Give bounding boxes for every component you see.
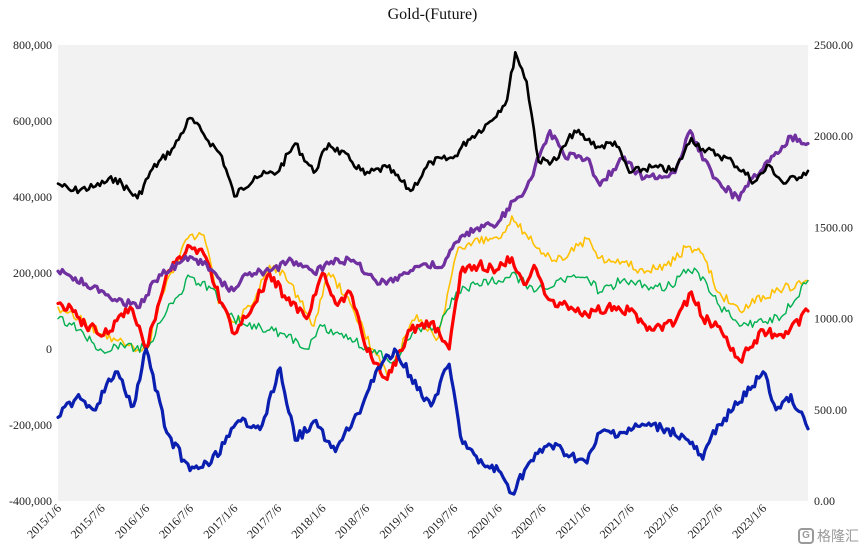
x-tick-label: 2020/7/6: [509, 501, 549, 541]
x-tick-label: 2017/1/6: [200, 501, 240, 541]
y-right-tick-label: 2000.00: [814, 129, 853, 143]
x-tick-label: 2019/7/6: [420, 501, 460, 541]
y-right-tick-label: 1000.00: [814, 312, 853, 326]
x-tick-label: 2015/7/6: [68, 501, 108, 541]
series-line-4: [56, 243, 810, 381]
y-right-tick-label: 0.00: [814, 494, 835, 508]
y-left-tick-label: 600,000: [13, 114, 52, 128]
x-tick-label: 2022/7/6: [685, 501, 725, 541]
x-tick-label: 2022/1/6: [641, 501, 681, 541]
y-left-tick-label: -400,000: [9, 494, 52, 508]
x-tick-label: 2023/1/6: [729, 501, 769, 541]
x-tick-label: 2016/1/6: [112, 501, 152, 541]
x-tick-label: 2019/1/6: [377, 501, 417, 541]
x-tick-label: 2020/1/6: [465, 501, 505, 541]
x-tick-label: 2017/7/6: [244, 501, 284, 541]
y-left-tick-label: 400,000: [13, 190, 52, 204]
y-right-tick-label: 500.00: [814, 403, 847, 417]
plot-area: [58, 45, 808, 501]
x-tick-label: 2021/7/6: [597, 501, 637, 541]
series-line-1: [56, 129, 810, 310]
series-line-2: [57, 215, 809, 377]
x-tick-label: 2016/7/6: [156, 501, 196, 541]
y-left-tick-label: 200,000: [13, 266, 52, 280]
y-right-tick-label: 2500.00: [814, 38, 853, 52]
y-right-tick-label: 1500.00: [814, 220, 853, 234]
x-tick-label: 2018/7/6: [332, 501, 372, 541]
y-left-tick-label: 800,000: [13, 38, 52, 52]
watermark: G 格隆汇: [798, 526, 859, 546]
series-line-0: [56, 51, 810, 200]
watermark-logo: G: [798, 528, 814, 544]
x-tick-label: 2021/1/6: [553, 501, 593, 541]
x-tick-label: 2018/1/6: [289, 501, 329, 541]
series-layer: [56, 51, 810, 496]
y-left-tick-label: 0: [46, 342, 52, 356]
chart-title: Gold-(Future): [387, 6, 478, 23]
series-line-5: [56, 347, 810, 496]
y-left-tick-label: -200,000: [9, 418, 52, 432]
watermark-text: 格隆汇: [817, 528, 859, 544]
